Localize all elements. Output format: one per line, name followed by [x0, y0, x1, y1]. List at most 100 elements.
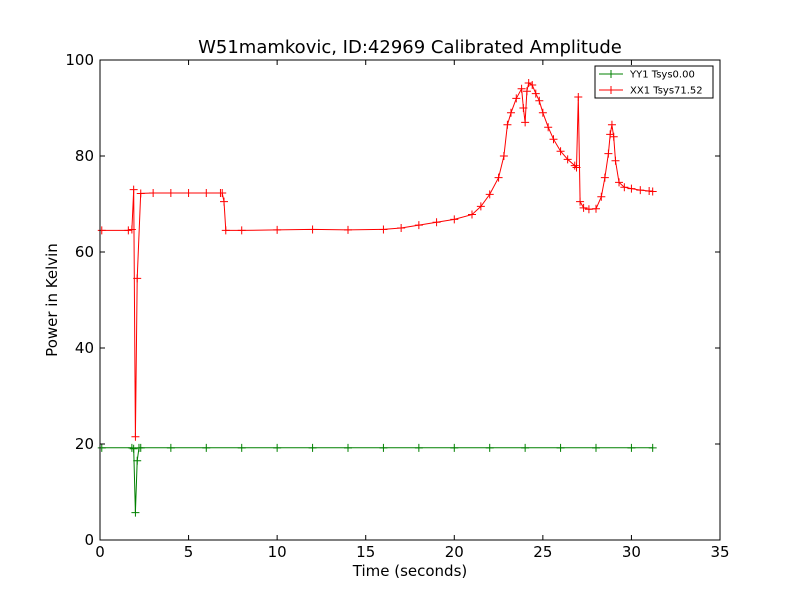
- series-1-point-33: [519, 104, 528, 112]
- legend-label-xx1: XX1 Tsys71.52: [630, 86, 703, 97]
- x-tick-label-4: 20: [445, 543, 464, 561]
- x-tick-label-5: 25: [533, 543, 552, 561]
- series-0-point-21: [648, 443, 657, 452]
- series-0-point-7: [166, 443, 175, 452]
- y-tick-label-4: 80: [75, 147, 94, 165]
- series-1-point-59: [615, 178, 624, 187]
- plot-frame: [99, 59, 721, 541]
- series-1-point-30: [506, 108, 515, 117]
- series-1-point-54: [604, 149, 613, 158]
- series-0-point-1: [127, 443, 136, 452]
- series-0-point-8: [202, 443, 211, 452]
- series-0-point-6: [136, 443, 145, 452]
- series-1-point-23: [450, 215, 459, 224]
- y-tick-label-1: 20: [75, 435, 94, 453]
- series-1-point-44: [563, 155, 572, 164]
- series-1-point-40: [538, 108, 547, 117]
- series-0-point-3: [131, 508, 140, 517]
- series-1-point-39: [535, 96, 544, 105]
- series-1-point-9: [184, 188, 193, 197]
- x-tick-label-1: 5: [184, 543, 194, 561]
- series-0-point-0: [97, 443, 106, 452]
- x-tick-label-6: 30: [622, 543, 641, 561]
- x-tick-label-3: 15: [356, 543, 375, 561]
- series-1-point-29: [503, 120, 512, 129]
- series-1-point-36: [524, 79, 533, 88]
- series-0-point-10: [273, 443, 282, 452]
- series-1-point-37: [528, 80, 537, 89]
- series-1-point-10: [202, 188, 211, 197]
- series-1-point-50: [584, 205, 593, 214]
- y-tick-label-5: 100: [65, 51, 94, 69]
- y-axis-label: Power in Kelvin: [43, 243, 61, 357]
- series-1-point-7: [149, 188, 158, 197]
- series-0-point-14: [414, 443, 423, 452]
- series-1-point-20: [397, 224, 406, 232]
- series-1-point-31: [512, 94, 521, 103]
- series-0-point-4: [133, 456, 142, 465]
- series-1-point-19: [379, 225, 388, 234]
- series-1-point-14: [221, 226, 230, 235]
- y-tick-label-2: 40: [75, 339, 94, 357]
- legend-label-yy1: YY1 Tsys0.00: [629, 70, 695, 81]
- series-1-point-3: [129, 185, 138, 194]
- series-1-point-62: [636, 186, 645, 195]
- series-1-point-28: [499, 152, 508, 160]
- series-1-point-22: [432, 218, 441, 227]
- series-layer: [97, 79, 657, 517]
- series-1-point-24: [468, 210, 476, 219]
- series-1-point-21: [414, 221, 423, 230]
- series-1: [97, 79, 657, 441]
- series-1-point-12: [218, 188, 227, 197]
- y-tick-label-3: 60: [75, 243, 94, 261]
- legend-box: [594, 65, 714, 99]
- series-1-point-45: [570, 161, 579, 170]
- series-1-point-35: [522, 87, 531, 96]
- series-1-point-27: [494, 173, 503, 182]
- series-1-point-8: [166, 188, 175, 197]
- x-tick-label-7: 35: [710, 543, 729, 561]
- series-0-point-2: [129, 444, 138, 453]
- series-0-line: [101, 447, 653, 513]
- legend-marker-xx1: [607, 86, 615, 94]
- series-1-point-48: [576, 197, 585, 206]
- series-1-point-64: [648, 187, 657, 196]
- series-1-point-58: [611, 156, 620, 165]
- series-1-point-60: [620, 183, 629, 192]
- series-0-point-19: [592, 443, 600, 452]
- y-tick-label-0: 0: [84, 531, 94, 549]
- series-1-point-57: [609, 132, 618, 141]
- x-tick-label-0: 0: [95, 543, 105, 561]
- series-0-point-13: [379, 443, 388, 452]
- series-1-point-52: [597, 192, 606, 201]
- series-1-point-42: [549, 135, 558, 144]
- series-1-point-1: [124, 226, 133, 235]
- ticks-layer: 0 5 10 15 20 25 30 35 0 20 40 60 80 100: [65, 51, 729, 561]
- series-1-point-43: [556, 147, 565, 156]
- series-1-point-56: [607, 120, 616, 129]
- series-1-point-0: [97, 226, 106, 235]
- series-0-point-18: [556, 443, 565, 452]
- x-axis-label: Time (seconds): [352, 562, 468, 580]
- series-1-point-46: [572, 163, 581, 172]
- legend: YY1 Tsys0.00 XX1 Tsys71.52: [594, 65, 714, 99]
- series-1-point-53: [600, 173, 609, 182]
- series-0-point-17: [521, 443, 530, 452]
- series-1-point-26: [485, 190, 494, 199]
- series-0-point-12: [344, 443, 352, 452]
- series-1-point-17: [308, 225, 317, 234]
- series-1-point-18: [344, 225, 352, 234]
- series-1-point-25: [476, 202, 485, 211]
- series-1-point-32: [517, 84, 526, 93]
- legend-marker-yy1: [607, 70, 615, 78]
- series-1-point-5: [133, 274, 142, 283]
- series-1-point-16: [273, 225, 282, 234]
- chart-title: W51mamkovic, ID:42969 Calibrated Amplitu…: [198, 37, 622, 58]
- series-1-point-49: [579, 203, 588, 212]
- series-1-point-38: [531, 89, 540, 98]
- series-1-point-51: [592, 204, 600, 213]
- series-1-point-41: [544, 123, 553, 132]
- series-0-point-16: [485, 443, 494, 452]
- series-0-point-11: [308, 443, 317, 452]
